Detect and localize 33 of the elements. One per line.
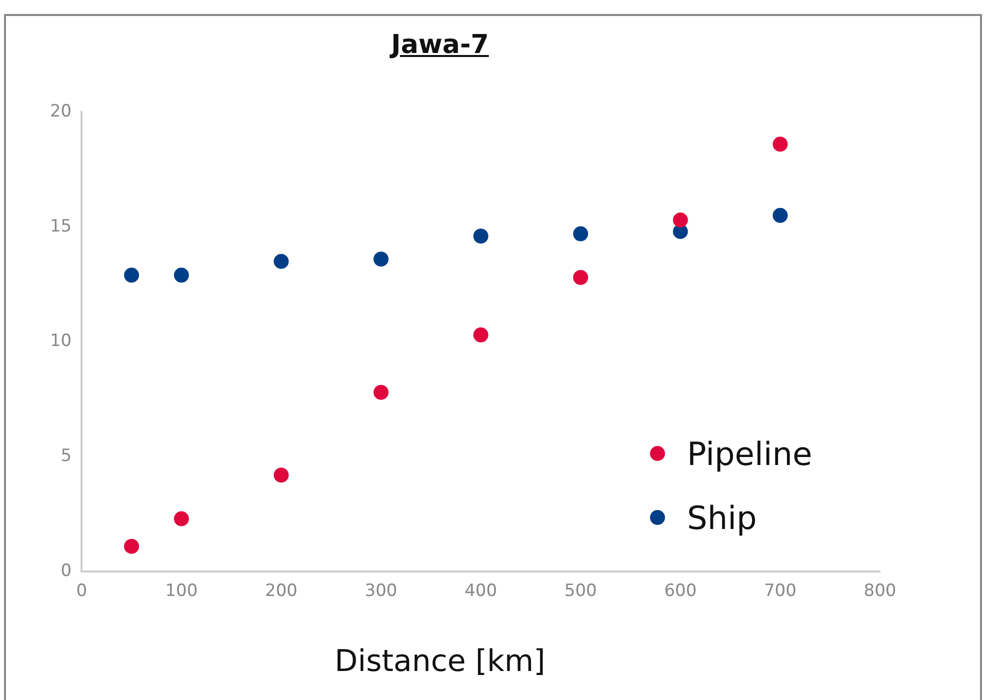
y-tick-label: 10 — [50, 331, 72, 352]
point — [772, 208, 788, 223]
point — [473, 228, 488, 244]
legend-label: Pipeline — [687, 434, 812, 473]
x-tick-label: 200 — [264, 581, 298, 602]
x-tick-label: 400 — [464, 581, 498, 602]
chart-title: Jawa-7 — [388, 30, 490, 60]
point — [174, 268, 189, 283]
x-axis-title: Distance [km] — [334, 644, 546, 679]
point — [573, 226, 588, 242]
point — [274, 254, 289, 269]
point — [473, 327, 488, 342]
point — [772, 136, 788, 152]
x-tick-label: 100 — [165, 581, 198, 602]
x-tick-label: 800 — [864, 581, 896, 602]
y-tick-label: 15 — [50, 216, 72, 236]
point — [124, 268, 140, 283]
point — [124, 538, 140, 554]
point — [274, 468, 289, 483]
x-tick-label: 0 — [76, 581, 88, 602]
point — [374, 252, 389, 267]
x-tick-label: 500 — [564, 581, 597, 602]
x-tick-label: 600 — [664, 581, 697, 602]
y-tick-label: 5 — [60, 446, 72, 466]
point — [374, 384, 389, 400]
x-tick-label: 700 — [764, 581, 796, 602]
y-tick-label: 0 — [60, 561, 72, 582]
point — [174, 511, 189, 526]
y-tick-label: 20 — [50, 101, 72, 122]
legend-label: Ship — [687, 498, 757, 537]
point — [573, 270, 588, 285]
x-tick-label: 300 — [364, 581, 398, 602]
point — [672, 212, 688, 228]
